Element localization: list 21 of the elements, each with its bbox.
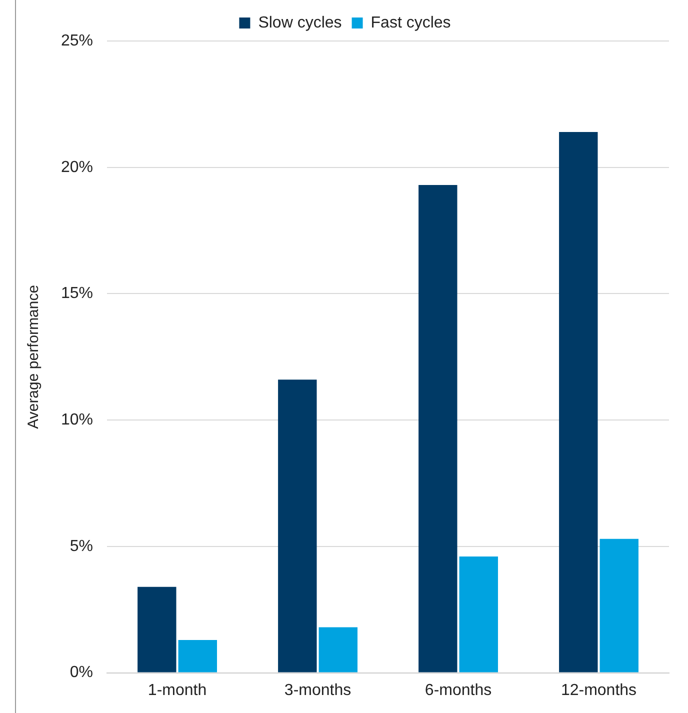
bar [600,538,638,672]
bar [459,556,498,672]
x-tick-label: 12-months [560,682,637,699]
y-tick-label: 10% [60,411,94,428]
x-tick-label: 1-month [148,682,207,699]
legend-label: Slow cycles [258,14,342,32]
bar [559,132,598,672]
y-tick-label: 20% [60,158,94,176]
x-tick-label: 6-months [424,682,492,699]
bar [318,627,358,672]
bar [278,380,317,672]
bar [138,586,176,672]
y-tick-label: 15% [60,285,94,302]
y-tick-label: 5% [70,538,94,555]
y-axis-title: Average performance [25,284,42,429]
x-tick-label: 3-months [284,682,352,699]
legend-label: Fast cycles [370,14,451,32]
bar [418,185,458,672]
bar [178,640,217,672]
y-tick-label: 25% [60,32,94,50]
y-tick-label: 0% [70,664,94,682]
